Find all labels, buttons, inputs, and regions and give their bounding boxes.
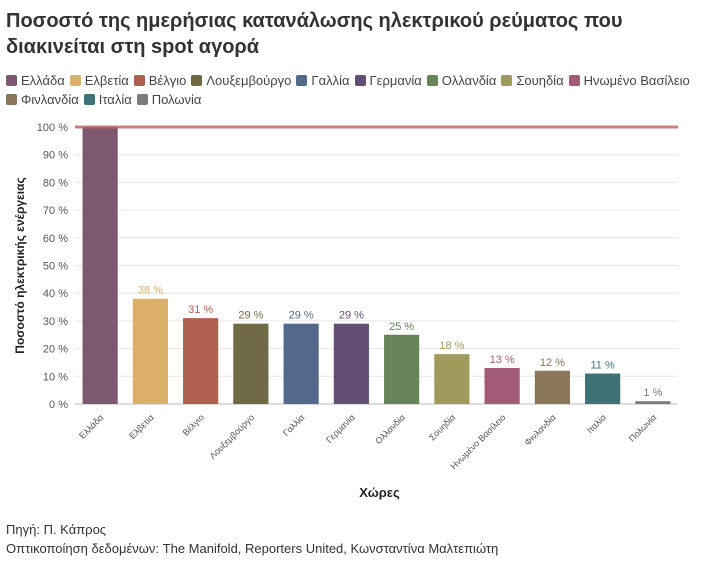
x-tick-label: Λουξεμβούργο (208, 412, 257, 461)
legend-swatch (568, 75, 580, 86)
legend-item: Λουξεμβούργο (191, 71, 291, 90)
y-tick-label: 100 % (37, 122, 68, 134)
legend-swatch (6, 75, 17, 86)
y-tick-label: 0 % (49, 399, 68, 411)
x-tick-label: Φινλανδία (522, 412, 557, 447)
legend-item: Ηνωμένο Βασίλειο (568, 71, 690, 90)
x-tick-label: Ελβετία (127, 412, 156, 441)
legend-item: Ολλανδία (426, 71, 497, 90)
y-tick-label: 30 % (43, 316, 68, 328)
x-tick-label: Γερμανία (324, 412, 357, 445)
legend-label: Ηνωμένο Βασίλειο (583, 73, 690, 88)
legend-item: Βέλγιο (133, 71, 187, 90)
legend-label: Φινλανδία (21, 92, 79, 107)
bar (585, 373, 621, 404)
legend-item: Φινλανδία (6, 90, 79, 109)
data-label: 25 % (389, 321, 414, 333)
legend-label: Ελβετία (84, 73, 129, 88)
bar (384, 334, 420, 404)
legend-item: Ιταλία (83, 90, 132, 109)
legend-swatch (501, 75, 513, 86)
x-tick-label: Βέλγιο (181, 412, 206, 437)
legend-label: Ιταλία (98, 92, 132, 107)
legend-swatch (426, 75, 438, 86)
y-tick-label: 40 % (43, 288, 68, 300)
legend-label: Λουξεμβούργο (206, 73, 292, 88)
legend-item: Πολωνία (136, 90, 202, 109)
y-tick-label: 10 % (43, 371, 68, 383)
x-tick-label: Γαλλία (281, 412, 307, 438)
y-tick-label: 80 % (43, 177, 68, 189)
bar (82, 127, 118, 404)
legend-label: Ολλανδία (441, 73, 497, 88)
y-tick-label: 20 % (43, 344, 68, 356)
data-label: 1 % (643, 387, 662, 399)
legend-swatch (133, 75, 145, 86)
credit-text: Οπτικοποίηση δεδομένων: The Manifold, Re… (6, 541, 499, 556)
legend: Ελλάδα Ελβετία Βέλγιο Λουξεμβούργο Γαλλία Γερ… (6, 71, 706, 109)
legend-item: Ελβετία (69, 71, 129, 90)
data-label: 12 % (540, 357, 565, 369)
source-text: Πηγή: Π. Κάπρος (6, 522, 107, 537)
bar (534, 370, 570, 404)
chart-title: Ποσοστό της ημερήσιας κατανάλωσης ηλεκτρ… (6, 10, 623, 58)
legend-swatch (296, 75, 308, 86)
bar (132, 298, 168, 404)
y-tick-label: 70 % (43, 205, 68, 217)
x-tick-label: Ηνωμένο Βασίλειο (448, 412, 507, 471)
y-tick-label: 50 % (43, 261, 68, 273)
y-tick-label: 60 % (43, 233, 68, 245)
legend-swatch (6, 94, 17, 105)
bar (484, 367, 520, 404)
data-label: 29 % (238, 310, 263, 322)
legend-swatch (83, 94, 95, 105)
data-label: 13 % (490, 354, 515, 366)
y-axis-title: Ποσοστό ηλεκτρικής ενέργειας (13, 177, 27, 353)
bar (635, 401, 671, 404)
legend-label: Ελλάδα (21, 73, 65, 88)
footer: Πηγή: Π. Κάπρος Οπτικοποίηση δεδομένων: … (6, 520, 498, 558)
data-label: 31 % (188, 304, 213, 316)
legend-item: Ελλάδα (6, 71, 65, 90)
legend-label: Σουηδία (516, 73, 564, 88)
x-tick-label: Σουηδία (427, 412, 457, 442)
data-label: 11 % (590, 360, 614, 372)
bar (333, 323, 369, 404)
legend-swatch (136, 94, 148, 105)
x-tick-label: Ιταλία (585, 412, 608, 435)
legend-item: Γερμανία (354, 71, 422, 90)
legend-item: Σουηδία (501, 71, 564, 90)
legend-swatch (191, 75, 203, 86)
x-axis-title: Χώρες (359, 485, 400, 500)
legend-item: Γαλλία (296, 71, 350, 90)
x-tick-label: Ελλάδα (77, 412, 105, 440)
legend-label: Γαλλία (311, 73, 350, 88)
data-label: 29 % (289, 310, 314, 322)
bar (233, 323, 269, 404)
x-tick-label: Πολωνία (627, 412, 658, 443)
x-tick-label: Ολλανδία (373, 412, 407, 446)
data-label: 38 % (138, 285, 163, 297)
legend-swatch (354, 75, 366, 86)
bar (183, 318, 219, 404)
bar (283, 323, 319, 404)
bar-chart: 0 % 10 % 20 % 30 % 40 % 50 % 60 % 70 % 80 % 90 % 1… (13, 122, 678, 500)
legend-label: Πολωνία (151, 92, 202, 107)
legend-swatch (69, 75, 81, 86)
data-label: 29 % (339, 310, 364, 322)
data-label: 18 % (439, 340, 464, 352)
y-tick-label: 90 % (43, 150, 68, 162)
legend-label: Βέλγιο (148, 73, 187, 88)
legend-label: Γερμανία (369, 73, 422, 88)
bar (434, 354, 470, 404)
